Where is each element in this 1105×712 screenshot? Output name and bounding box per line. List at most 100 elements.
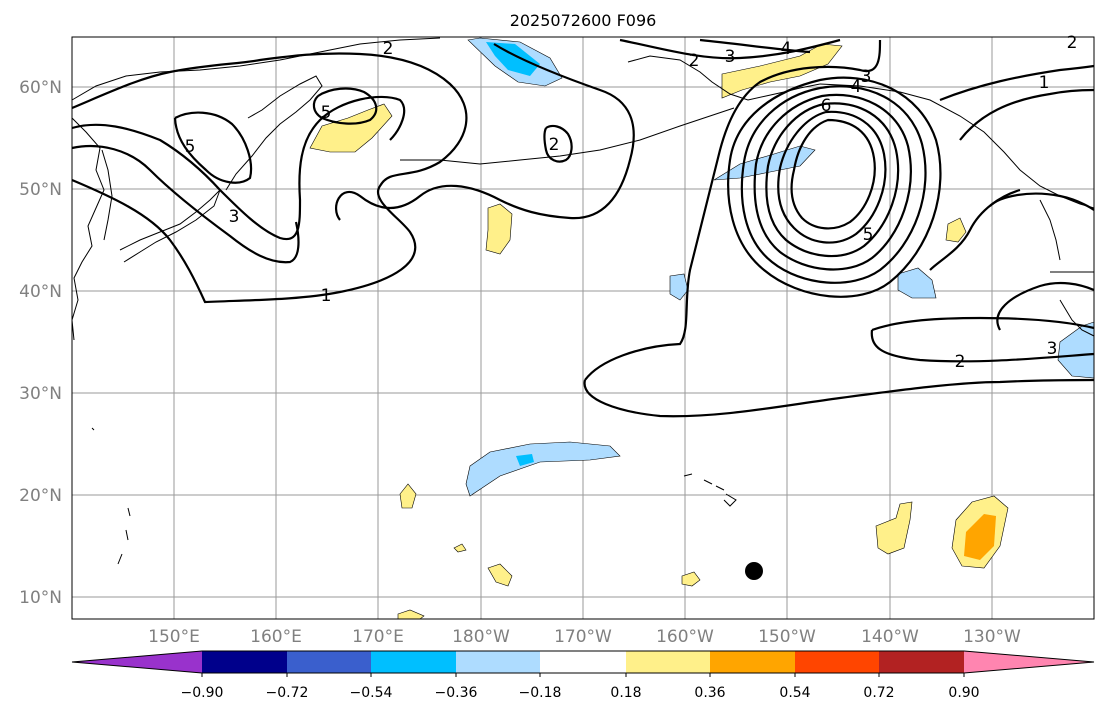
contour-gulf-ring-4 (765, 102, 900, 258)
colorbar-segment (287, 651, 371, 673)
map-frame (71, 36, 1095, 620)
contour-label-2-north: 2 (383, 39, 394, 59)
contour-label-5-kamchatka: 5 (321, 103, 332, 123)
lon-label-140w: 140°W (861, 627, 919, 647)
colorbar-extend-high (964, 651, 1094, 673)
contour-label-1-west: 1 (321, 286, 332, 306)
lon-label-170w: 170°W (554, 627, 612, 647)
shade-bering-north-core (486, 42, 540, 76)
contour-label-2-aleut: 2 (549, 135, 560, 155)
coast-aleutians (400, 107, 735, 165)
colorbar-tick-label: −0.54 (350, 685, 393, 701)
colorbar-segment (626, 651, 710, 673)
lon-label-130w: 130°W (963, 627, 1021, 647)
lon-label-170e: 170°E (352, 627, 404, 647)
contour-gulf-ring-2 (740, 85, 927, 284)
shade-nepac-blue (669, 273, 689, 301)
shade-wpac-yellow-4 (397, 609, 425, 620)
lon-label-180w: 180°W (452, 627, 510, 647)
lat-label-30n: 30°N (19, 384, 62, 404)
shade-epac-orange (964, 514, 996, 560)
contour-east-3 (996, 281, 1095, 331)
shade-subtrop-blue-core (516, 454, 534, 466)
shade-gulf-blue (713, 145, 816, 181)
contour-low-4 (173, 111, 253, 184)
lat-tick-labels: 60°N 50°N 40°N 30°N 20°N 10°N (19, 78, 62, 608)
lat-label-50n: 50°N (19, 180, 62, 200)
colorbar-segment (371, 651, 456, 673)
colorbar-segment (795, 651, 879, 673)
shade-wpac-yellow-2 (453, 543, 467, 553)
contour-mid-3 (699, 38, 811, 54)
contour-gulf-ring-5 (777, 110, 887, 244)
contour-mid-2 (619, 38, 841, 60)
contour-east-ring (989, 192, 1095, 211)
shade-oregon-blue (897, 267, 937, 299)
contour-east-2 (871, 316, 1095, 332)
contour-east-2b (870, 329, 1095, 363)
shade-wpac-yellow-1 (399, 483, 417, 509)
colorbar-tick-label: 0.36 (694, 685, 725, 701)
lon-tick-labels: 150°E 160°E 170°E 180°W 170°W 160°W 150°… (148, 627, 1021, 647)
contour-label-4-gulf: 4 (851, 77, 862, 97)
colorbar-segment (540, 651, 626, 673)
contour-low-1 (71, 52, 468, 304)
map-panel: 1 2 2 2 3 4 3 4 6 5 5 3 5 1 2 3 2 (71, 33, 1095, 620)
contour-low-3 (71, 144, 300, 264)
coast-micronesia (91, 427, 131, 565)
contour-label-5-west: 5 (185, 137, 196, 157)
contour-low-5 (312, 87, 378, 125)
colorbar-tick-label: −0.72 (266, 685, 309, 701)
contour-label-6-gulf: 6 (821, 96, 832, 116)
shaded-anomalies (309, 37, 1095, 620)
contour-aleut-2 (543, 124, 573, 163)
shade-epac-yellow-1 (875, 501, 913, 555)
coast-bc (1039, 199, 1061, 261)
colorbar-tick-label: 0.54 (779, 685, 810, 701)
contour-ridge-2 (584, 39, 882, 381)
colorbar-extend-low (72, 651, 202, 673)
contour-label-3-west: 3 (229, 207, 240, 227)
shade-hawaii-yellow (681, 571, 701, 587)
contour-ridge-2b (583, 378, 1095, 418)
contour-east-outer (959, 88, 1095, 141)
colorbar-tick-label: 0.90 (948, 685, 979, 701)
storm-center-marker (745, 562, 763, 580)
coast-asia-east (71, 117, 105, 341)
contour-mid-1 (335, 43, 635, 221)
colorbar: −0.90 −0.72 −0.54 −0.36 −0.18 0.18 0.36 0.54 0.7… (71, 650, 1095, 701)
contour-east-1 (939, 64, 1095, 102)
colorbar-segment (879, 651, 964, 673)
colorbar-segment (710, 651, 795, 673)
shade-aleut-yellow (485, 203, 513, 255)
colorbar-tick-label: −0.18 (519, 685, 562, 701)
colorbar-ticks: −0.90 −0.72 −0.54 −0.36 −0.18 0.18 0.36 0.54 0.7… (181, 673, 980, 701)
contour-labels: 1 2 2 2 3 4 3 4 6 5 5 3 5 1 2 3 2 (185, 33, 1078, 372)
contour-label-2-bering: 2 (689, 51, 700, 71)
contour-label-3-east: 3 (1047, 339, 1058, 359)
lon-label-150e: 150°E (148, 627, 200, 647)
shade-wpac-yellow-3 (487, 563, 513, 587)
colorbar-tick-label: −0.36 (435, 685, 478, 701)
contour-gulf-ring-1 (727, 76, 942, 298)
contour-label-3-bering: 3 (725, 47, 736, 67)
contours (71, 38, 1095, 418)
lon-label-150w: 150°W (758, 627, 816, 647)
coast-sakhalin (101, 149, 113, 241)
contour-gulf-ring-6 (790, 118, 876, 230)
contour-gulf-ring-3 (753, 93, 912, 271)
colorbar-segments (71, 650, 1095, 674)
colorbar-tick-label: 0.72 (863, 685, 894, 701)
coast-siberia-ne (71, 37, 441, 101)
colorbar-tick-label: 0.18 (610, 685, 641, 701)
lon-label-160e: 160°E (250, 627, 302, 647)
contour-label-2-ne: 2 (1067, 33, 1078, 53)
lon-label-160w: 160°W (656, 627, 714, 647)
contour-label-3-gulf: 3 (861, 67, 872, 87)
coast-hawaii (683, 473, 737, 507)
map-title: 2025072600 F096 (510, 11, 657, 30)
shade-oregon-yellow (945, 217, 967, 243)
contour-label-5-gulf: 5 (863, 225, 874, 245)
contour-label-2-east: 2 (955, 352, 966, 372)
